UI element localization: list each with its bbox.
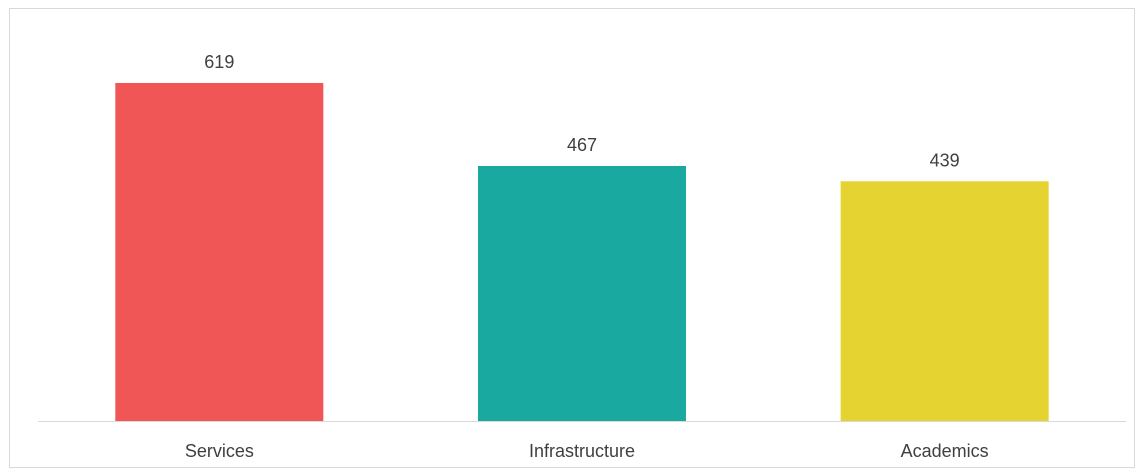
bars-group (115, 83, 1049, 421)
data-labels-group: 619 467 439 (204, 52, 959, 170)
x-tick-label-academics: Academics (901, 441, 989, 461)
bar-infrastructure (478, 165, 686, 421)
x-tick-labels-group: Services Infrastructure Academics (185, 441, 989, 461)
x-tick-label-services: Services (185, 441, 254, 461)
bar-services (115, 83, 324, 421)
data-label-services: 619 (204, 52, 234, 72)
data-label-academics: 439 (930, 150, 960, 170)
data-label-infrastructure: 467 (567, 135, 597, 155)
x-tick-label-infrastructure: Infrastructure (529, 441, 635, 461)
bar-academics (840, 181, 1049, 421)
